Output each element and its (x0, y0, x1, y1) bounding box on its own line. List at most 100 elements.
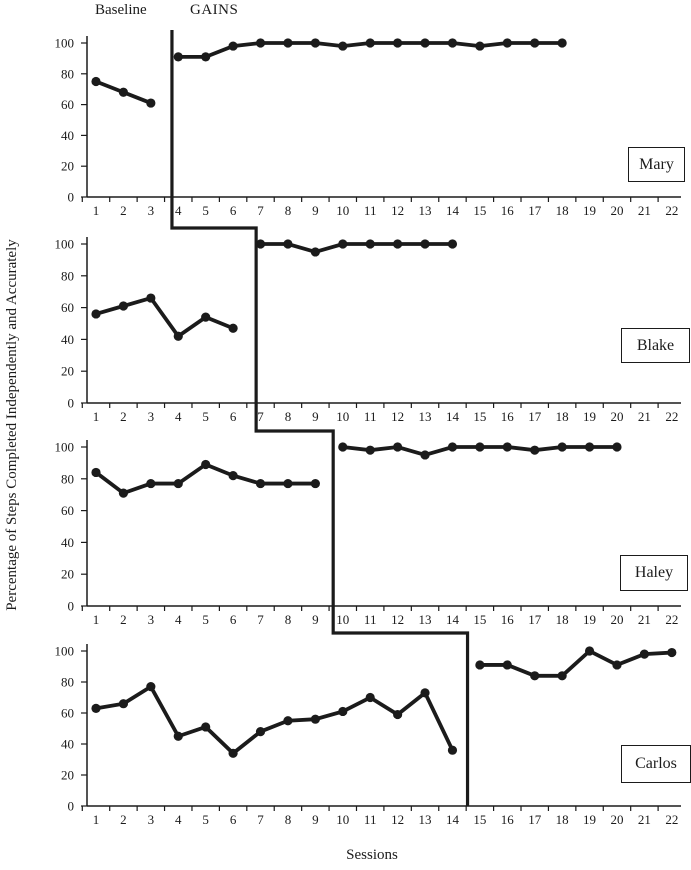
svg-text:40: 40 (61, 128, 74, 143)
svg-text:6: 6 (230, 203, 237, 218)
svg-text:21: 21 (638, 812, 651, 827)
svg-text:0: 0 (68, 599, 75, 614)
svg-text:1: 1 (93, 203, 100, 218)
svg-text:10: 10 (336, 203, 349, 218)
svg-text:20: 20 (61, 768, 74, 783)
svg-text:21: 21 (638, 612, 651, 627)
svg-text:13: 13 (419, 812, 432, 827)
svg-text:7: 7 (257, 203, 264, 218)
svg-text:19: 19 (583, 612, 596, 627)
svg-text:20: 20 (61, 159, 74, 174)
svg-text:18: 18 (556, 409, 569, 424)
svg-text:60: 60 (61, 503, 74, 518)
svg-text:100: 100 (55, 644, 75, 659)
svg-text:3: 3 (148, 203, 155, 218)
svg-text:40: 40 (61, 332, 74, 347)
svg-text:14: 14 (446, 612, 460, 627)
svg-text:7: 7 (257, 409, 264, 424)
svg-text:3: 3 (148, 409, 155, 424)
svg-text:12: 12 (391, 409, 404, 424)
svg-text:20: 20 (610, 812, 623, 827)
svg-text:13: 13 (419, 612, 432, 627)
svg-text:15: 15 (473, 612, 486, 627)
svg-text:8: 8 (285, 612, 292, 627)
svg-text:5: 5 (202, 409, 209, 424)
svg-text:20: 20 (61, 364, 74, 379)
svg-text:22: 22 (665, 812, 678, 827)
svg-text:2: 2 (120, 612, 127, 627)
svg-text:4: 4 (175, 409, 182, 424)
svg-text:10: 10 (336, 812, 349, 827)
svg-text:9: 9 (312, 812, 319, 827)
svg-text:18: 18 (556, 812, 569, 827)
svg-text:60: 60 (61, 706, 74, 721)
svg-text:7: 7 (257, 612, 264, 627)
svg-text:6: 6 (230, 612, 237, 627)
svg-text:13: 13 (419, 203, 432, 218)
svg-text:5: 5 (202, 612, 209, 627)
svg-text:9: 9 (312, 612, 319, 627)
svg-text:5: 5 (202, 812, 209, 827)
svg-text:7: 7 (257, 812, 264, 827)
svg-text:14: 14 (446, 409, 460, 424)
svg-text:15: 15 (473, 203, 486, 218)
svg-text:19: 19 (583, 812, 596, 827)
svg-text:60: 60 (61, 300, 74, 315)
svg-text:1: 1 (93, 409, 100, 424)
svg-text:2: 2 (120, 812, 127, 827)
svg-text:4: 4 (175, 612, 182, 627)
svg-text:10: 10 (336, 612, 349, 627)
svg-text:1: 1 (93, 612, 100, 627)
condition-label-baseline: Baseline (95, 2, 147, 18)
svg-text:6: 6 (230, 409, 237, 424)
svg-text:80: 80 (61, 268, 74, 283)
svg-text:80: 80 (61, 471, 74, 486)
svg-text:40: 40 (61, 737, 74, 752)
svg-text:22: 22 (665, 612, 678, 627)
svg-text:100: 100 (55, 440, 75, 455)
svg-text:2: 2 (120, 409, 127, 424)
svg-text:5: 5 (202, 203, 209, 218)
svg-text:60: 60 (61, 97, 74, 112)
svg-text:9: 9 (312, 203, 319, 218)
svg-text:21: 21 (638, 203, 651, 218)
svg-text:22: 22 (665, 203, 678, 218)
svg-text:11: 11 (364, 203, 377, 218)
svg-text:19: 19 (583, 409, 596, 424)
svg-text:12: 12 (391, 612, 404, 627)
svg-text:10: 10 (336, 409, 349, 424)
svg-text:11: 11 (364, 812, 377, 827)
svg-text:12: 12 (391, 812, 404, 827)
x-axis-title: Sessions (346, 847, 398, 863)
svg-text:19: 19 (583, 203, 596, 218)
svg-text:16: 16 (501, 409, 515, 424)
svg-text:12: 12 (391, 203, 404, 218)
svg-text:8: 8 (285, 409, 292, 424)
svg-text:40: 40 (61, 535, 74, 550)
svg-text:20: 20 (61, 567, 74, 582)
svg-text:3: 3 (148, 612, 155, 627)
svg-text:1: 1 (93, 812, 100, 827)
svg-text:80: 80 (61, 66, 74, 81)
svg-text:16: 16 (501, 203, 515, 218)
svg-text:21: 21 (638, 409, 651, 424)
svg-text:4: 4 (175, 812, 182, 827)
svg-text:17: 17 (528, 203, 542, 218)
svg-text:17: 17 (528, 409, 542, 424)
svg-text:20: 20 (610, 612, 623, 627)
y-axis-title: Percentage of Steps Completed Independen… (4, 239, 20, 611)
svg-text:15: 15 (473, 812, 486, 827)
svg-text:11: 11 (364, 409, 377, 424)
svg-text:13: 13 (419, 409, 432, 424)
svg-text:14: 14 (446, 812, 460, 827)
svg-text:3: 3 (148, 812, 155, 827)
panel-label-mary: Mary (628, 147, 685, 182)
svg-text:9: 9 (312, 409, 319, 424)
svg-text:17: 17 (528, 612, 542, 627)
svg-text:20: 20 (610, 409, 623, 424)
svg-text:80: 80 (61, 675, 74, 690)
svg-text:11: 11 (364, 612, 377, 627)
svg-text:16: 16 (501, 812, 515, 827)
